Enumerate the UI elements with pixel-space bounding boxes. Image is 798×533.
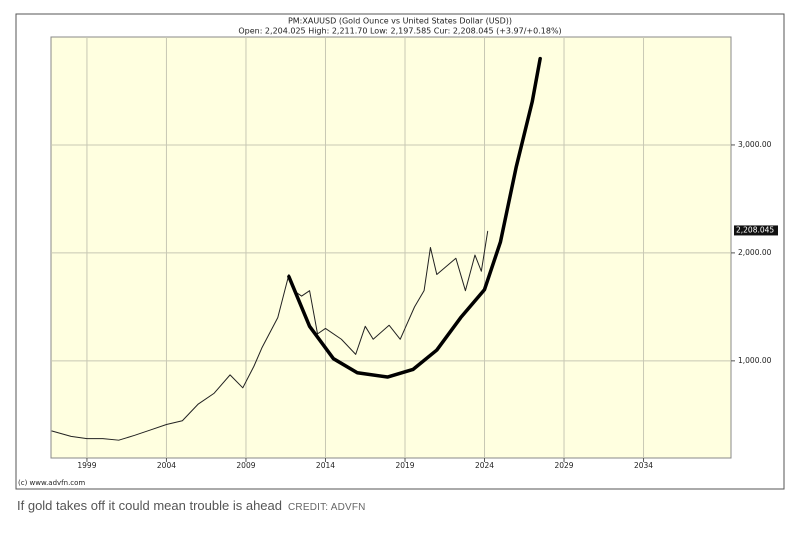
y-tick-label: 3,000.00 — [738, 140, 772, 149]
caption-row: If gold takes off it could mean trouble … — [17, 498, 366, 513]
credit: CREDIT: ADVFN — [287, 502, 366, 513]
x-tick-label: 2024 — [475, 461, 494, 470]
price-line — [51, 230, 489, 441]
caption: If gold takes off it could mean trouble … — [17, 498, 282, 513]
x-tick-label: 2014 — [316, 461, 335, 470]
chart: PM:XAUUSD (Gold Ounce vs United States D… — [15, 13, 785, 490]
plot-area — [50, 36, 732, 459]
watermark: (c) www.advfn.com — [18, 479, 85, 487]
x-tick-label: 2034 — [634, 461, 653, 470]
x-tick-label: 2029 — [554, 461, 573, 470]
chart-title: PM:XAUUSD (Gold Ounce vs United States D… — [288, 17, 512, 26]
x-tick-label: 2019 — [395, 461, 414, 470]
current-price-label: 2,208.045 — [736, 225, 774, 234]
y-tick-label: 1,000.00 — [738, 356, 772, 365]
trend-curve — [287, 56, 542, 379]
y-tick-label: 2,000.00 — [738, 248, 772, 257]
current-price-box — [734, 225, 778, 236]
chart-subtitle: Open: 2,204.025 High: 2,211.70 Low: 2,19… — [238, 27, 561, 36]
x-tick-label: 1999 — [77, 461, 96, 470]
x-tick-label: 2004 — [157, 461, 176, 470]
x-tick-label: 2009 — [236, 461, 255, 470]
